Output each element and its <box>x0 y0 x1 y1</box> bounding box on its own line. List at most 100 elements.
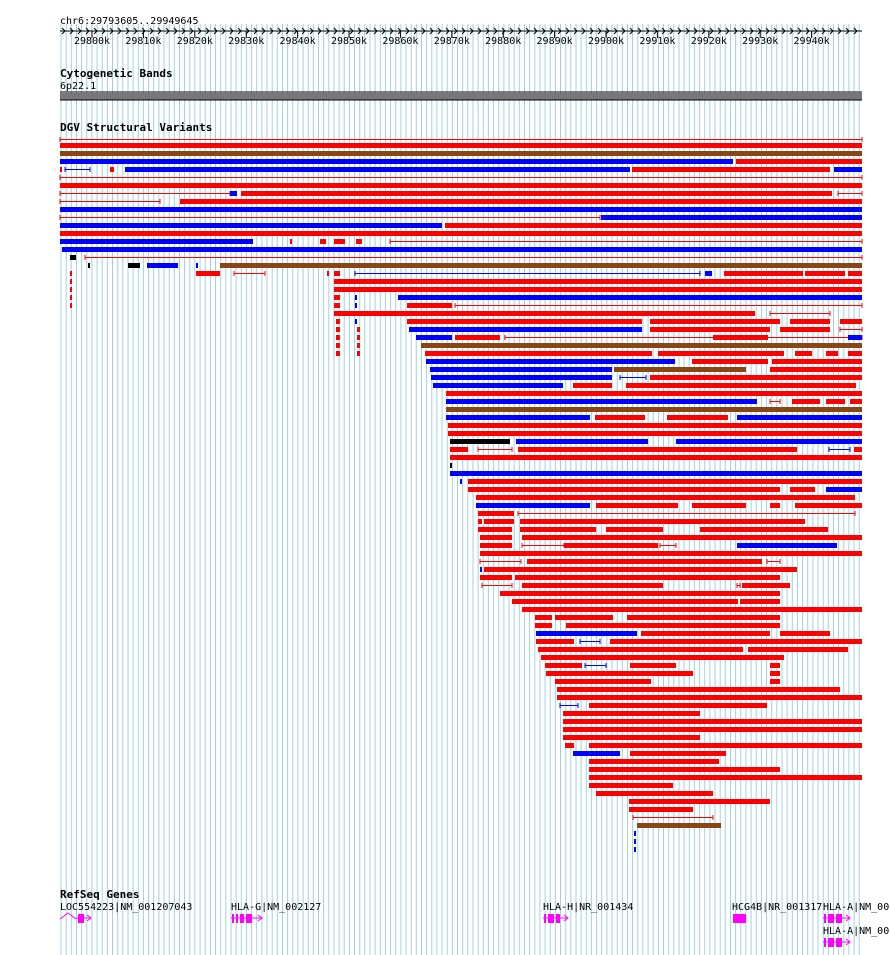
gain-variant <box>62 247 862 252</box>
gain-variant <box>196 263 198 268</box>
ruler-arrow <box>397 27 402 35</box>
gain-variant <box>560 705 578 706</box>
ruler-arrow <box>101 27 106 35</box>
loss-variant <box>692 503 746 508</box>
gain-variant <box>430 367 612 372</box>
loss-variant <box>641 631 770 636</box>
loss-variant <box>70 295 72 300</box>
loss-variant <box>632 167 830 172</box>
loss-variant <box>795 351 812 356</box>
locus-label: chr6:29793605..29949645 <box>60 16 199 27</box>
gene-label-hla-h[interactable]: HLA-H|NR_001434 <box>543 902 634 913</box>
loss-variant <box>848 351 862 356</box>
loss-variant <box>535 615 552 620</box>
ruler-arrow <box>741 27 746 35</box>
ruler-arrow <box>285 27 290 35</box>
loss-variant <box>770 671 780 676</box>
loss-variant <box>60 139 862 140</box>
loss-variant <box>476 495 855 500</box>
loss-variant <box>468 487 780 492</box>
ruler-tick-label: 29840k <box>280 36 316 47</box>
gainloss-variant <box>421 343 862 348</box>
gene-label-hla-a-1[interactable]: HLA-A|NM_00 <box>823 902 890 913</box>
gain-variant <box>676 439 862 444</box>
ruler-arrow <box>325 27 330 35</box>
ruler-tick-label: 29800k <box>74 36 110 47</box>
loss-variant <box>840 319 862 324</box>
loss-variant <box>557 687 840 692</box>
loss-variant <box>390 241 862 242</box>
gene-label-hla-g[interactable]: HLA-G|NM_002127 <box>231 902 322 913</box>
loss-variant <box>589 759 719 764</box>
loss-variant <box>724 271 803 276</box>
loss-variant <box>596 503 678 508</box>
inversion-variant <box>450 439 510 444</box>
loss-variant <box>740 599 780 604</box>
loss-variant <box>626 383 856 388</box>
loss-variant <box>60 143 862 148</box>
loss-variant <box>518 513 855 514</box>
ruler-arrow <box>357 27 362 35</box>
ruler-arrow <box>677 27 682 35</box>
loss-variant <box>629 807 693 812</box>
ruler-arrow <box>781 27 786 35</box>
ruler-arrow <box>277 27 282 35</box>
ruler-tick-label: 29890k <box>537 36 573 47</box>
loss-variant <box>555 615 613 620</box>
hla-g-exon <box>240 914 244 923</box>
gain-variant <box>634 847 636 852</box>
loss-variant <box>805 271 845 276</box>
ruler-arrow <box>125 27 130 35</box>
loss-variant <box>522 607 862 612</box>
loss-variant <box>512 599 738 604</box>
ruler-arrow <box>485 27 490 35</box>
loss-variant <box>742 583 790 588</box>
loss-variant <box>70 303 72 308</box>
gain-variant <box>834 167 862 172</box>
loss-variant <box>357 327 360 332</box>
loss-variant <box>448 423 862 428</box>
gain-variant <box>476 503 590 508</box>
ruler-arrow <box>349 27 354 35</box>
loss-variant <box>541 655 784 660</box>
loss-variant <box>770 663 780 668</box>
hla-g-strand-arrow <box>257 914 263 922</box>
loss-variant <box>713 335 768 340</box>
loss-variant <box>589 775 862 780</box>
gene-label-loc554223[interactable]: LOC554223|NM_001207043 <box>60 902 193 913</box>
loss-variant <box>334 311 755 316</box>
loss-variant <box>826 351 838 356</box>
gain-variant <box>398 295 862 300</box>
loss-variant <box>70 279 72 284</box>
loss-variant <box>546 671 693 676</box>
ruler-arrow <box>269 27 274 35</box>
hla-h-exon <box>548 914 554 923</box>
loss-variant <box>480 561 521 562</box>
gain-variant <box>125 167 630 172</box>
loss-variant <box>336 319 340 324</box>
ruler-arrow <box>301 27 306 35</box>
gene-label-hcg4b[interactable]: HCG4B|NR_001317 <box>732 902 823 913</box>
ruler-tick-label: 29850k <box>331 36 367 47</box>
loss-variant <box>241 191 832 196</box>
loss-variant <box>633 817 713 818</box>
ruler-arrow <box>661 27 666 35</box>
loss-variant <box>770 679 780 684</box>
loss-variant <box>838 193 862 194</box>
ruler-arrow <box>701 27 706 35</box>
ruler-arrow <box>541 27 546 35</box>
loss-variant <box>357 351 360 356</box>
loss-variant <box>850 399 862 404</box>
loss-variant <box>767 561 780 562</box>
ruler-arrow <box>805 27 810 35</box>
inversion-variant <box>88 263 90 268</box>
gene-label-hla-a-2[interactable]: HLA-A|NM_00 <box>823 926 890 937</box>
ruler-arrow <box>437 27 442 35</box>
ruler-arrow <box>173 27 178 35</box>
ruler-arrow <box>549 27 554 35</box>
gain-variant <box>536 631 637 636</box>
hla-h-strand-arrow <box>563 914 569 922</box>
ruler-arrow <box>733 27 738 35</box>
